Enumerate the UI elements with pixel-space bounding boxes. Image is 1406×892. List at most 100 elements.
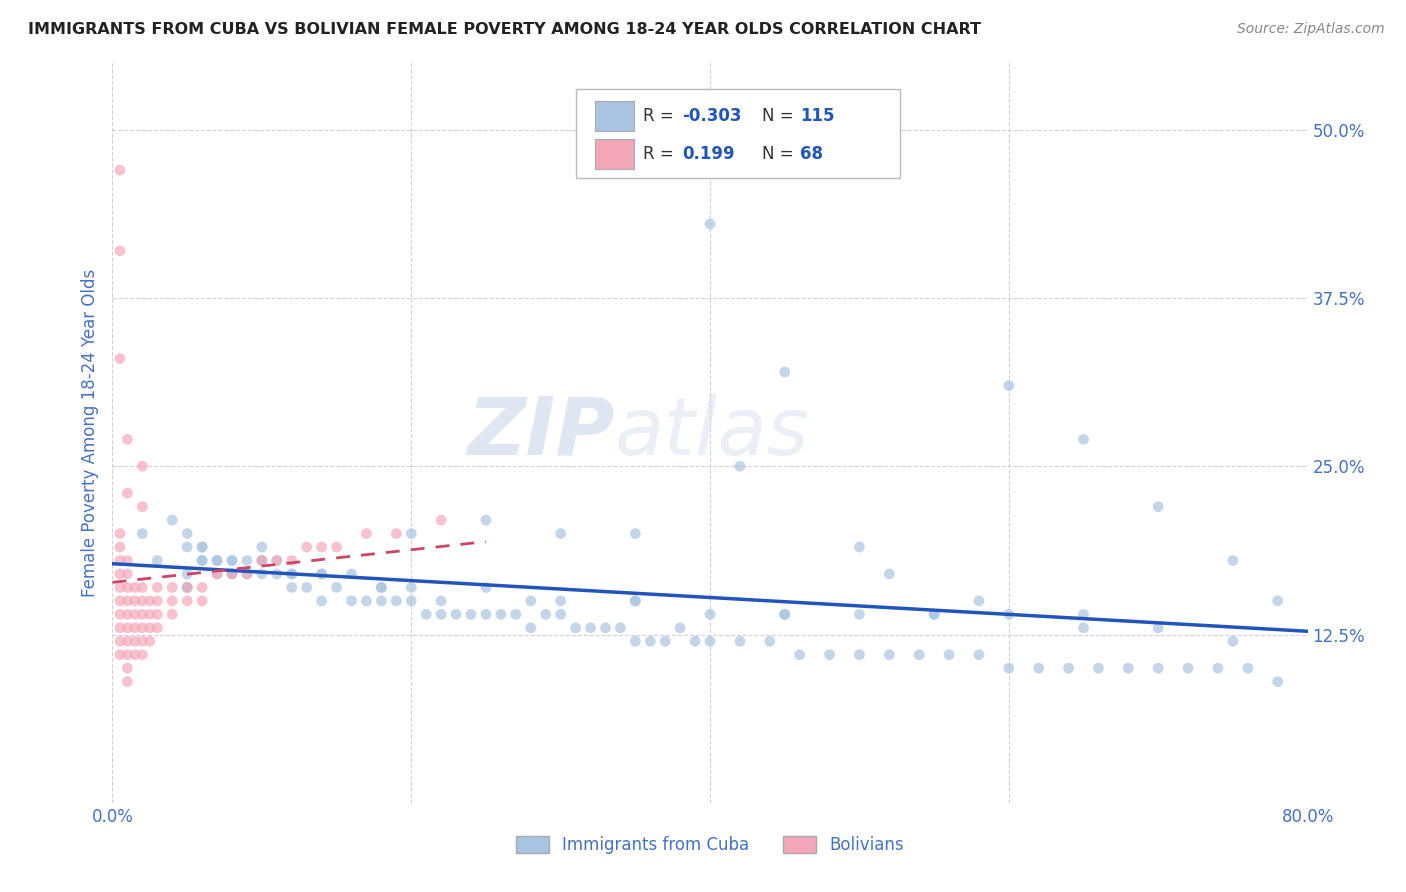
Point bbox=[117, 581, 139, 595]
Point bbox=[281, 566, 304, 581]
Point bbox=[117, 634, 139, 648]
Point bbox=[773, 607, 796, 622]
Point bbox=[162, 513, 183, 527]
Point bbox=[124, 607, 146, 622]
Point bbox=[520, 594, 543, 608]
Point bbox=[131, 594, 153, 608]
Point bbox=[818, 648, 841, 662]
Point bbox=[356, 594, 378, 608]
Point bbox=[1073, 433, 1095, 447]
Point bbox=[146, 621, 169, 635]
Point bbox=[401, 526, 423, 541]
Text: N =: N = bbox=[762, 145, 799, 163]
Point bbox=[564, 621, 586, 635]
Point bbox=[325, 540, 347, 554]
Point bbox=[773, 607, 796, 622]
Text: 0.199: 0.199 bbox=[682, 145, 734, 163]
Point bbox=[550, 526, 572, 541]
Point bbox=[1206, 661, 1229, 675]
Point bbox=[139, 634, 162, 648]
Point bbox=[131, 607, 153, 622]
Point bbox=[550, 594, 572, 608]
Point bbox=[117, 594, 139, 608]
Point bbox=[430, 607, 453, 622]
Point bbox=[108, 553, 131, 567]
Text: 115: 115 bbox=[800, 107, 835, 125]
Point bbox=[1177, 661, 1199, 675]
Point bbox=[401, 581, 423, 595]
Point bbox=[998, 378, 1021, 392]
Point bbox=[124, 594, 146, 608]
Point bbox=[117, 648, 139, 662]
Point bbox=[401, 594, 423, 608]
Point bbox=[311, 566, 333, 581]
Point bbox=[1118, 661, 1140, 675]
Text: atlas: atlas bbox=[614, 393, 810, 472]
Point bbox=[117, 566, 139, 581]
Point bbox=[108, 163, 131, 178]
Point bbox=[789, 648, 811, 662]
Point bbox=[281, 581, 304, 595]
Point bbox=[117, 607, 139, 622]
Point bbox=[124, 581, 146, 595]
Point bbox=[221, 566, 243, 581]
Point bbox=[356, 526, 378, 541]
Point bbox=[205, 553, 228, 567]
Point bbox=[108, 621, 131, 635]
Point bbox=[139, 621, 162, 635]
Point bbox=[191, 540, 214, 554]
Point bbox=[1087, 661, 1109, 675]
Point bbox=[176, 526, 198, 541]
Point bbox=[385, 594, 408, 608]
Point bbox=[1147, 500, 1170, 514]
Point bbox=[370, 581, 392, 595]
Point bbox=[131, 500, 153, 514]
Point bbox=[311, 566, 333, 581]
Point bbox=[146, 607, 169, 622]
Point bbox=[595, 621, 617, 635]
Point bbox=[654, 634, 676, 648]
Point bbox=[340, 566, 363, 581]
Point bbox=[1028, 661, 1050, 675]
Point bbox=[236, 553, 259, 567]
Point bbox=[205, 553, 228, 567]
Point bbox=[444, 607, 467, 622]
Point bbox=[117, 621, 139, 635]
Point bbox=[998, 607, 1021, 622]
Point bbox=[295, 540, 318, 554]
Point bbox=[295, 581, 318, 595]
Text: N =: N = bbox=[762, 107, 799, 125]
Point bbox=[640, 634, 662, 648]
Point bbox=[624, 594, 647, 608]
Point bbox=[124, 621, 146, 635]
Point bbox=[176, 581, 198, 595]
Point bbox=[108, 526, 131, 541]
Point bbox=[191, 594, 214, 608]
Point bbox=[176, 566, 198, 581]
Point bbox=[191, 581, 214, 595]
Point bbox=[1147, 621, 1170, 635]
Point bbox=[579, 621, 602, 635]
Point bbox=[266, 553, 288, 567]
Point bbox=[117, 553, 139, 567]
Point bbox=[131, 648, 153, 662]
Point bbox=[205, 566, 228, 581]
Point bbox=[879, 648, 901, 662]
Point bbox=[879, 566, 901, 581]
Point bbox=[922, 607, 945, 622]
Point bbox=[938, 648, 960, 662]
Point bbox=[699, 607, 721, 622]
Point bbox=[609, 621, 631, 635]
Point bbox=[624, 634, 647, 648]
Point bbox=[146, 594, 169, 608]
Point bbox=[221, 553, 243, 567]
Text: R =: R = bbox=[643, 107, 679, 125]
Point bbox=[534, 607, 557, 622]
Point bbox=[624, 526, 647, 541]
Point bbox=[848, 540, 870, 554]
Point bbox=[191, 553, 214, 567]
Point bbox=[117, 674, 139, 689]
Point bbox=[1147, 661, 1170, 675]
Point bbox=[250, 553, 273, 567]
Point bbox=[162, 581, 183, 595]
